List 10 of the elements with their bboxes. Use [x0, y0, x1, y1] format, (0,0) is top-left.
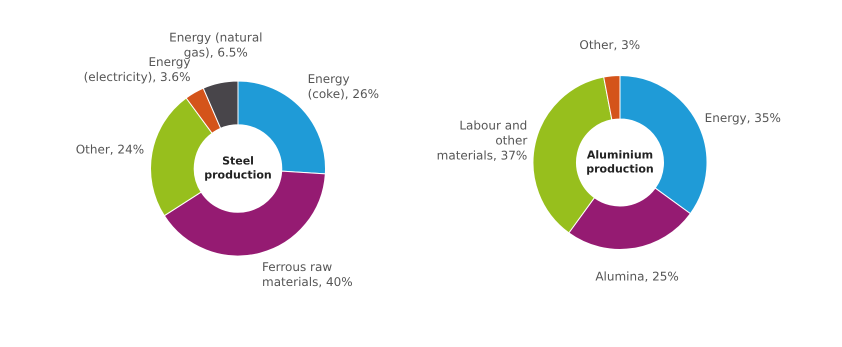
slice-label: Energy, 35%: [704, 110, 781, 125]
slice-label: Alumina, 25%: [595, 269, 679, 284]
text: Aluminium production: [586, 148, 654, 176]
slice-label: Other, 24%: [76, 142, 144, 157]
slice-label: Energy (natural gas), 6.5%: [169, 30, 263, 60]
slice-label: Other, 3%: [579, 38, 640, 52]
text: Steel production: [204, 154, 272, 182]
slice-label: Ferrous raw materials, 40%: [262, 260, 353, 290]
slice-label: Labour and other materials, 37%: [436, 118, 528, 162]
slice-label: Energy (coke), 26%: [308, 72, 380, 102]
